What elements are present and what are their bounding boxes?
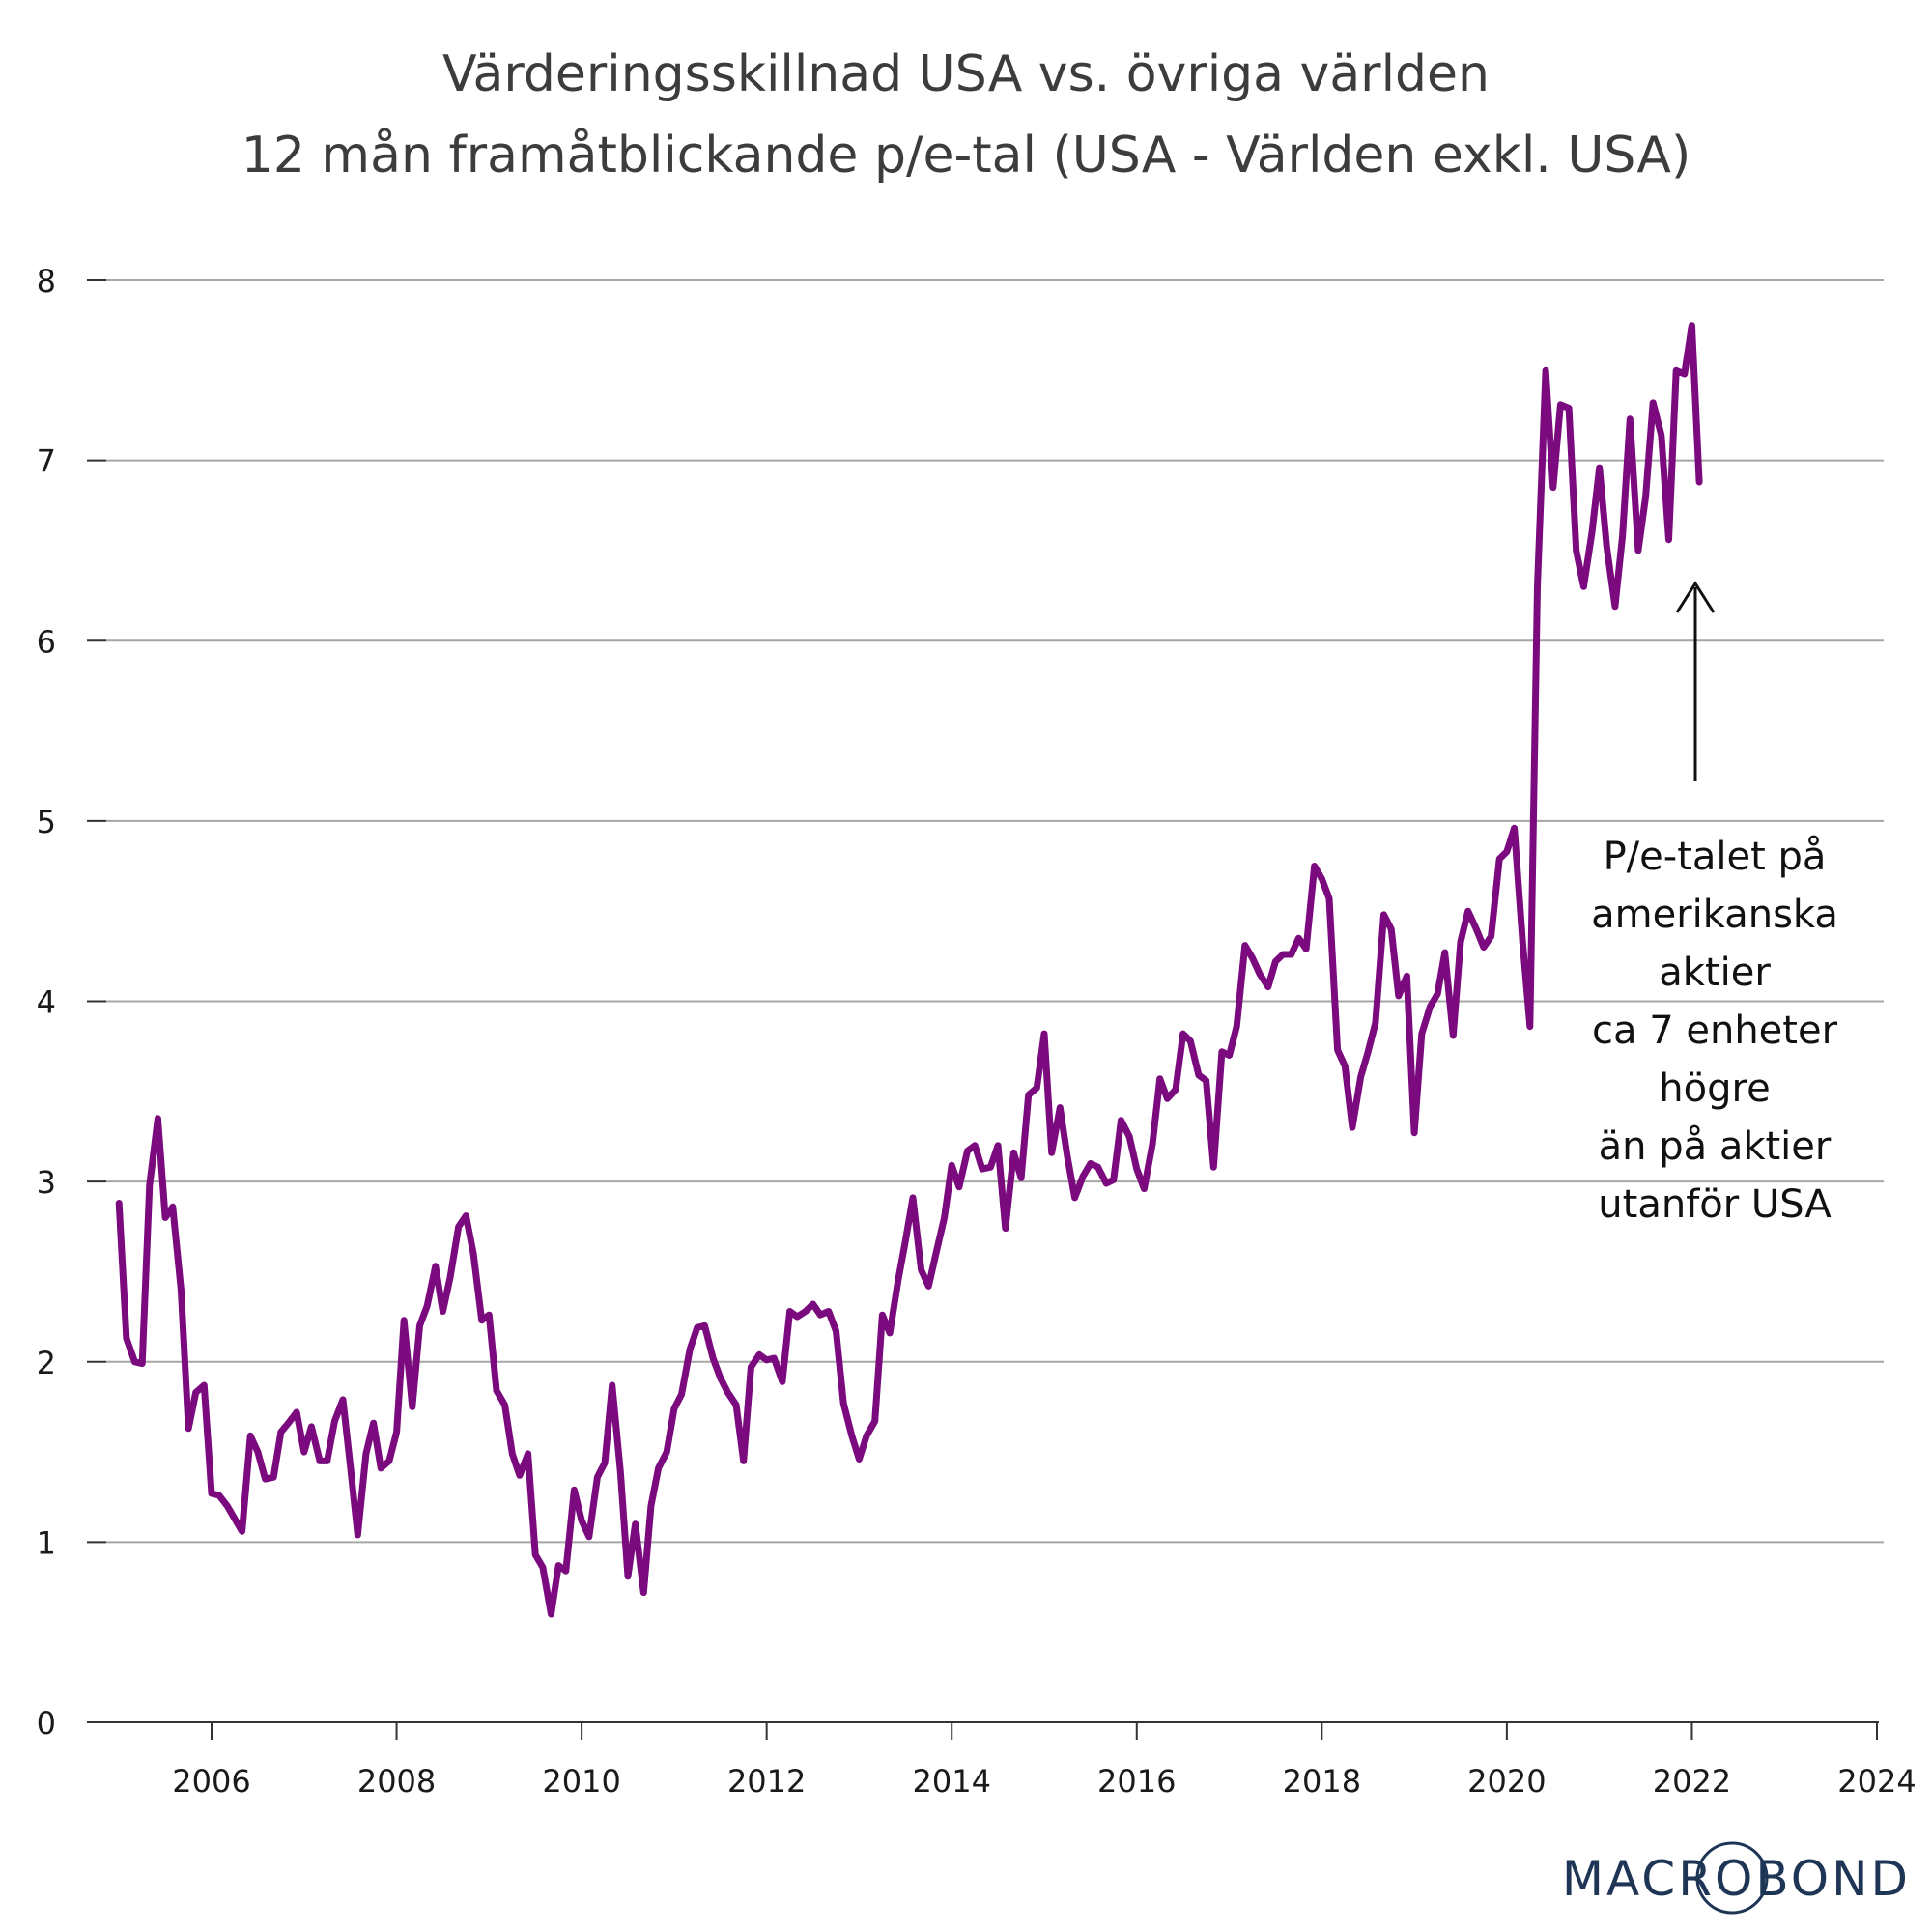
annotation-line: amerikanska [1591, 893, 1838, 937]
annotation-line: P/e-talet på [1604, 835, 1827, 879]
logo-ring [1695, 1841, 1769, 1915]
x-tick-label: 2024 [1837, 1763, 1916, 1800]
y-tick-label: 7 [37, 443, 56, 480]
y-tick-label: 4 [37, 984, 56, 1021]
x-tick-label: 2010 [542, 1763, 620, 1800]
y-tick-label: 3 [37, 1164, 56, 1201]
y-tick-label: 5 [37, 804, 56, 840]
annotation-text: P/e-talet på amerikanska aktier ca 7 enh… [1591, 835, 1838, 1227]
annotation-line: ca 7 enheter [1592, 1009, 1838, 1053]
x-tick-label: 2014 [913, 1763, 991, 1800]
annotation-line: utanför USA [1598, 1182, 1832, 1227]
brand-logo: MACROBOND [1562, 1841, 1911, 1915]
y-tick-label: 8 [37, 263, 56, 299]
y-tick-label: 1 [37, 1524, 56, 1561]
x-tick-label: 2008 [357, 1763, 436, 1800]
y-axis: 0 1 2 3 4 5 6 7 8 [37, 263, 106, 1742]
series-layer [115, 322, 1703, 1618]
annotation-line: aktier [1659, 951, 1771, 995]
annotation-line: högre [1659, 1066, 1770, 1111]
x-tick-label: 2016 [1097, 1763, 1176, 1800]
chart-title: Värderingsskillnad USA vs. övriga världe… [442, 45, 1490, 103]
x-axis: 2006 2008 2010 2012 2014 2016 2018 2020 2022 2024 [106, 1721, 1917, 1800]
x-tick-label: 2020 [1467, 1763, 1546, 1800]
x-tick-label: 2018 [1283, 1763, 1361, 1800]
series-line [115, 322, 1703, 1618]
x-tick-label: 2006 [172, 1763, 250, 1800]
y-tick-label: 2 [37, 1345, 56, 1381]
x-tick-label: 2022 [1653, 1763, 1731, 1800]
annotation-line: än på aktier [1599, 1124, 1832, 1169]
brand-name: MACROBOND [1562, 1851, 1911, 1907]
annotation-arrow [1675, 581, 1716, 781]
x-tick-label: 2012 [727, 1763, 806, 1800]
y-tick-label: 0 [37, 1705, 56, 1742]
chart-subtitle: 12 mån framåtblickande p/e-tal (USA - Vä… [242, 127, 1691, 185]
y-tick-label: 6 [37, 623, 56, 660]
